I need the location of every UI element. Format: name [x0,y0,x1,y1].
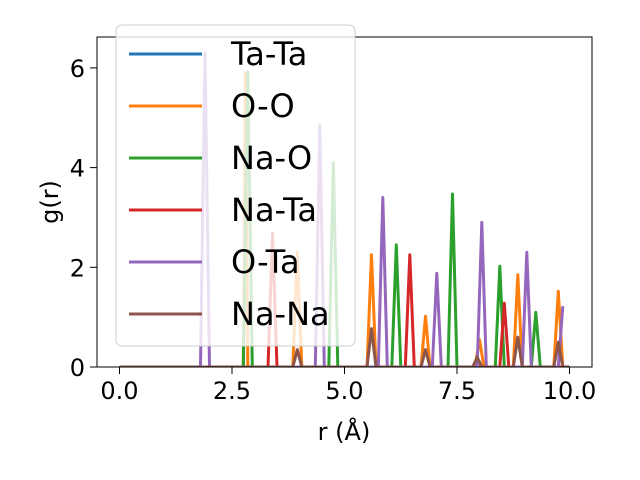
x-tick-label: 7.5 [438,377,476,405]
x-tick-label: 0.0 [100,377,138,405]
x-tick-label: 2.5 [213,377,251,405]
legend-label-na-na: Na-Na [231,295,330,333]
x-tick-label: 5.0 [325,377,363,405]
x-tick-label: 10.0 [543,377,596,405]
x-axis-label: r (Å) [318,417,371,446]
y-tick-label: 0 [70,354,85,382]
legend: Ta-Ta O-O Na-O Na-Ta O-Ta Na-Na [115,24,356,347]
x-axis: 0.0 2.5 5.0 7.5 10.0 [100,367,596,405]
legend-label-o-ta: O-Ta [231,243,300,281]
series-line-o-ta [119,51,565,367]
y-tick-label: 2 [70,254,85,282]
series-line-o-o [119,71,570,367]
legend-label-ta-ta: Ta-Ta [230,35,307,73]
y-tick-label: 4 [70,155,85,183]
y-axis-label: g(r) [36,180,64,224]
legend-label-na-ta: Na-Ta [231,191,317,229]
y-tick-label: 6 [70,55,85,83]
legend-label-o-o: O-O [231,87,295,125]
y-axis: 0 2 4 6 [70,55,97,382]
legend-label-na-o: Na-O [231,139,312,177]
